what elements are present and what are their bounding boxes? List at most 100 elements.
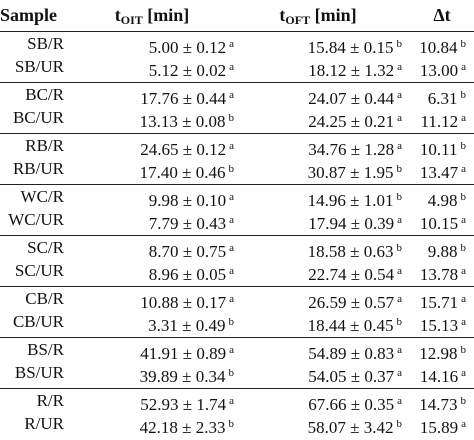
delta-t-cell: 10.84 b — [400, 32, 466, 60]
sample-cell: R/R — [36, 391, 64, 410]
t-oft-cell: 54.89 ± 0.83 a — [232, 338, 402, 366]
delta-t-cell: 9.88 b — [400, 236, 466, 264]
t-oit-cell: 17.40 ± 0.46 b — [72, 157, 234, 185]
group-divider — [0, 337, 474, 338]
t-oit-cell: 10.88 ± 0.17 a — [72, 287, 234, 315]
t-oit-letter: a — [229, 89, 234, 101]
sample-cell: R/UR — [24, 414, 64, 433]
t-oit-letter: b — [228, 112, 235, 124]
delta-t-letter: a — [461, 316, 466, 328]
t-oit-cell: 24.65 ± 0.12 a — [72, 134, 234, 162]
delta-t-value: 15.71 — [419, 293, 459, 312]
delta-t-value: 14.73 — [419, 395, 458, 414]
t-oft-letter: a — [397, 61, 402, 73]
table-row: BC/UR 13.13 ± 0.08 b 24.25 ± 0.21 a 11.12 a — [0, 106, 474, 131]
t-oit-value: 10.88 ± 0.17 — [140, 293, 227, 312]
t-oft-letter: a — [397, 89, 402, 101]
delta-t-cell: 13.78 a — [400, 259, 466, 287]
group-divider — [0, 388, 474, 389]
delta-t-cell: 13.00 a — [400, 55, 466, 83]
delta-t-value: 13.47 — [419, 163, 459, 182]
table-row: BS/UR 39.89 ± 0.34 b 54.05 ± 0.37 a 14.16 a — [0, 361, 474, 386]
table-row: R/R 52.93 ± 1.74 a 67.66 ± 0.35 a 14.73 b — [0, 389, 474, 414]
t-oit-cell: 42.18 ± 2.33 b — [72, 412, 234, 440]
t-oit-letter: b — [228, 163, 235, 175]
header-t-oft-subscript: OFT — [285, 13, 311, 27]
t-oft-letter: a — [397, 293, 402, 305]
t-oft-cell: 58.07 ± 3.42 b — [232, 412, 402, 440]
t-oft-letter: b — [396, 316, 403, 328]
delta-t-value: 13.78 — [419, 265, 459, 284]
table-row: R/UR 42.18 ± 2.33 b 58.07 ± 3.42 b 15.89 a — [0, 412, 474, 437]
t-oft-cell: 67.66 ± 0.35 a — [232, 389, 402, 417]
header-delta-t: Δt — [433, 5, 451, 25]
t-oit-cell: 52.93 ± 1.74 a — [72, 389, 234, 417]
t-oit-letter: a — [229, 140, 234, 152]
t-oit-letter: a — [229, 293, 234, 305]
delta-t-cell: 13.47 a — [400, 157, 466, 185]
delta-t-letter: b — [460, 344, 467, 356]
delta-t-value: 10.11 — [419, 140, 458, 159]
delta-t-cell: 10.11 b — [400, 134, 466, 162]
t-oit-value: 8.70 ± 0.75 — [148, 242, 227, 261]
t-oft-letter: b — [396, 163, 403, 175]
delta-t-cell: 11.12 a — [400, 106, 466, 134]
header-t-oit-unit: [min] — [147, 5, 190, 25]
delta-t-cell: 15.13 a — [400, 310, 466, 338]
group-divider — [0, 235, 474, 236]
sample-cell: BS/UR — [14, 363, 64, 382]
table-row: CB/R 10.88 ± 0.17 a 26.59 ± 0.57 a 15.71 a — [0, 287, 474, 312]
t-oft-cell: 17.94 ± 0.39 a — [232, 208, 402, 236]
t-oft-value: 34.76 ± 1.28 — [308, 140, 395, 159]
delta-t-value: 6.31 — [427, 89, 458, 108]
header-t-oit-main: t — [114, 5, 121, 25]
sample-cell: RB/UR — [12, 159, 64, 178]
t-oft-cell: 18.12 ± 1.32 a — [232, 55, 402, 83]
table-row: SC/UR 8.96 ± 0.05 a 22.74 ± 0.54 a 13.78 a — [0, 259, 474, 284]
t-oft-letter: a — [397, 395, 402, 407]
t-oft-value: 18.58 ± 0.63 — [307, 242, 394, 261]
t-oft-cell: 14.96 ± 1.01 b — [232, 185, 402, 213]
delta-t-value: 12.98 — [419, 344, 458, 363]
t-oit-letter: a — [229, 214, 234, 226]
header-t-oit-subscript: OIT — [120, 13, 143, 27]
t-oft-cell: 34.76 ± 1.28 a — [232, 134, 402, 162]
header-divider — [0, 31, 474, 32]
delta-t-value: 15.89 — [419, 418, 459, 437]
table-row: SB/UR 5.12 ± 0.02 a 18.12 ± 1.32 a 13.00 a — [0, 55, 474, 80]
t-oit-letter: a — [229, 344, 234, 356]
t-oft-value: 67.66 ± 0.35 — [308, 395, 395, 414]
t-oit-cell: 41.91 ± 0.89 a — [72, 338, 234, 366]
t-oft-value: 30.87 ± 1.95 — [307, 163, 394, 182]
table-row: WC/UR 7.79 ± 0.43 a 17.94 ± 0.39 a 10.15 a — [0, 208, 474, 233]
delta-t-cell: 4.98 b — [400, 185, 466, 213]
t-oit-letter: a — [229, 38, 234, 50]
delta-t-value: 9.88 — [427, 242, 458, 261]
t-oit-cell: 39.89 ± 0.34 b — [72, 361, 234, 389]
t-oft-letter: a — [397, 140, 402, 152]
t-oft-letter: b — [396, 191, 403, 203]
table-row: WC/R 9.98 ± 0.10 a 14.96 ± 1.01 b 4.98 b — [0, 185, 474, 210]
t-oft-value: 15.84 ± 0.15 — [307, 38, 394, 57]
t-oit-value: 39.89 ± 0.34 — [139, 367, 226, 386]
t-oit-value: 5.12 ± 0.02 — [148, 61, 227, 80]
t-oft-value: 18.12 ± 1.32 — [308, 61, 395, 80]
t-oft-letter: b — [396, 38, 403, 50]
t-oit-cell: 7.79 ± 0.43 a — [72, 208, 234, 236]
delta-t-letter: b — [460, 242, 467, 254]
t-oit-value: 9.98 ± 0.10 — [148, 191, 227, 210]
sample-cell: SB/UR — [14, 57, 64, 76]
t-oft-value: 26.59 ± 0.57 — [308, 293, 395, 312]
sample-cell: BS/R — [27, 340, 64, 359]
t-oit-cell: 13.13 ± 0.08 b — [72, 106, 234, 134]
t-oft-value: 22.74 ± 0.54 — [308, 265, 395, 284]
t-oit-value: 41.91 ± 0.89 — [140, 344, 227, 363]
t-oft-value: 58.07 ± 3.42 — [307, 418, 394, 437]
delta-t-cell: 14.16 a — [400, 361, 466, 389]
t-oit-letter: b — [228, 367, 235, 379]
delta-t-letter: a — [461, 112, 466, 124]
header-sample: Sample — [0, 5, 58, 25]
sample-cell: BC/R — [25, 85, 64, 104]
t-oit-value: 52.93 ± 1.74 — [140, 395, 227, 414]
sample-cell: SC/R — [27, 238, 64, 257]
